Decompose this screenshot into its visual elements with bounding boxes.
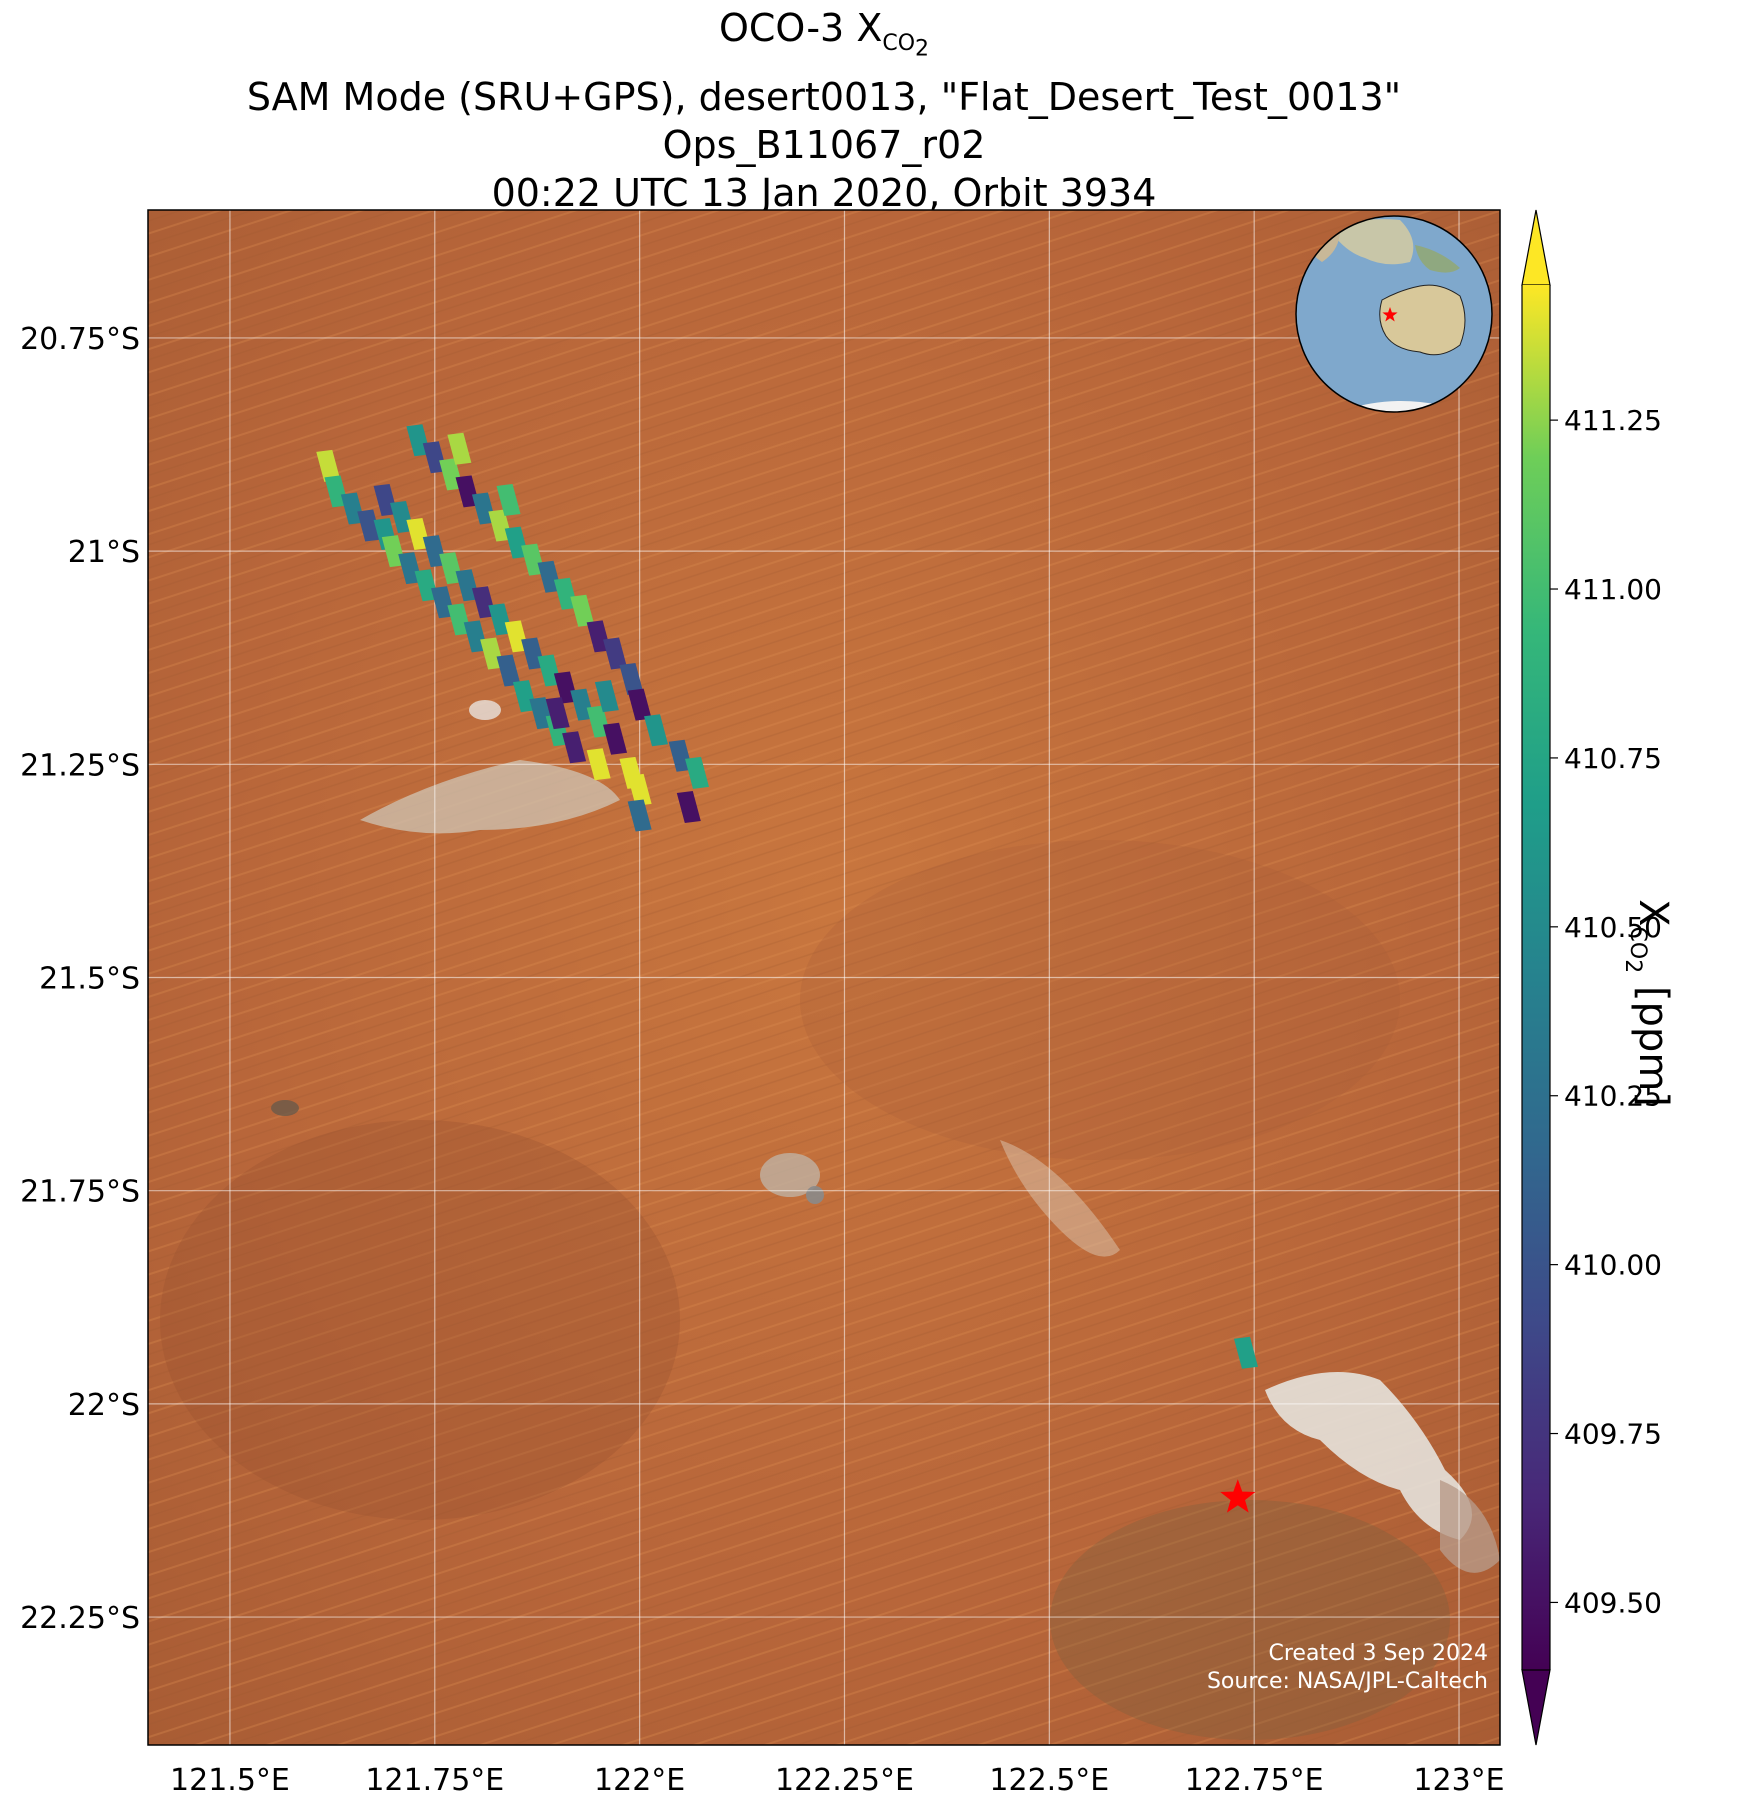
lon-tick-label: 122°E	[594, 1763, 685, 1798]
sounding	[676, 790, 701, 823]
lat-tick-label: 22°S	[68, 1388, 140, 1423]
colorbar: 411.25 411.00 410.75 410.50 410.25 410.00 409.…	[1521, 209, 1662, 1746]
colorbar-tick-label: 410.25	[1564, 1080, 1662, 1113]
longitude-tick-labels: 121.5°E 121.75°E 122°E 122.25°E 122.5°E 122.7…	[170, 1763, 1505, 1798]
lon-tick-label: 122.25°E	[775, 1763, 914, 1798]
sounding	[496, 654, 521, 687]
lat-tick-label: 21.5°S	[39, 962, 140, 997]
terrain-patch	[800, 840, 1400, 1160]
sounding	[316, 449, 341, 482]
globe-outline	[1295, 215, 1493, 413]
colorbar-tick-label: 410.50	[1564, 911, 1662, 944]
sounding	[570, 594, 595, 627]
sounding	[627, 688, 652, 721]
colorbar-tick-label: 410.75	[1564, 742, 1662, 775]
lon-tick-label: 121.5°E	[170, 1763, 290, 1798]
sounding	[496, 483, 521, 516]
globe-land-asia	[1330, 219, 1414, 265]
map-area	[148, 210, 1500, 1745]
sounding	[562, 731, 587, 764]
colorbar-tick-label: 409.75	[1564, 1418, 1662, 1451]
colorbar-gradient	[1522, 285, 1550, 1670]
sounding	[586, 748, 611, 781]
colorbar-tick-label: 411.00	[1564, 573, 1662, 606]
salt-flat	[469, 700, 501, 720]
title-line-2: SAM Mode (SRU+GPS), desert0013, "Flat_De…	[246, 74, 1402, 119]
mine-pit	[806, 1186, 824, 1204]
title-line-3: Ops_B11067_r02	[662, 122, 986, 167]
title-line-1: OCO-3 XCO2	[718, 6, 930, 61]
colorbar-tick-label: 409.50	[1564, 1586, 1662, 1619]
map-frame	[147, 209, 1501, 1746]
target-star-icon	[1220, 1479, 1256, 1513]
globe-icon	[1295, 215, 1493, 413]
sounding	[1233, 1336, 1258, 1369]
sounding	[603, 722, 628, 755]
lat-tick-label: 20.75°S	[20, 322, 140, 357]
credit-created: Created 3 Sep 2024	[1268, 1641, 1489, 1666]
salt-flat	[360, 760, 620, 834]
globe-land-islands	[1415, 245, 1460, 273]
globe-land-australia	[1379, 284, 1466, 356]
salt-lake-edge	[1440, 1480, 1500, 1573]
sounding	[627, 799, 652, 832]
colorbar-ticks: 411.25 411.00 410.75 410.50 410.25 410.00 409.…	[1550, 404, 1662, 1619]
sounding	[627, 773, 652, 806]
colorbar-extend-max	[1521, 209, 1551, 286]
lon-tick-label: 122.5°E	[989, 1763, 1109, 1798]
credit-source: Source: NASA/JPL-Caltech	[1206, 1669, 1488, 1694]
sounding	[545, 697, 570, 730]
sounding	[357, 509, 382, 542]
lat-tick-label: 21°S	[68, 535, 140, 570]
lat-tick-label: 22.25°S	[20, 1601, 140, 1636]
lat-tick-label: 21.75°S	[20, 1175, 140, 1210]
figure-title: OCO-3 XCO2 SAM Mode (SRU+GPS), desert001…	[148, 4, 1500, 217]
globe-target-star-icon	[1382, 307, 1398, 322]
sounding	[603, 637, 628, 670]
credit-text: Created 3 Sep 2024 Source: NASA/JPL-Calt…	[1207, 1640, 1488, 1696]
title-line-4: 00:22 UTC 13 Jan 2020, Orbit 3934	[491, 170, 1157, 215]
latitude-tick-labels: 20.75°S 21°S 21.25°S 21.5°S 21.75°S 22°S 22.25…	[20, 322, 140, 1636]
xco2-soundings	[316, 424, 1258, 1369]
lon-tick-label: 123°E	[1413, 1763, 1504, 1798]
terrain-patch	[160, 1120, 680, 1520]
colorbar-title: XCO2 [ppm]	[1619, 899, 1677, 1107]
sounding	[644, 714, 669, 747]
sounding	[684, 756, 709, 789]
pale-terrain	[1000, 1140, 1120, 1257]
colorbar-tick-label: 410.00	[1564, 1249, 1662, 1282]
terrain-patch	[1050, 1500, 1450, 1740]
lon-tick-label: 122.75°E	[1185, 1763, 1324, 1798]
colorbar-extend-min	[1521, 1669, 1551, 1746]
mine-site	[760, 1153, 820, 1197]
sounding	[447, 432, 472, 465]
salt-lake	[1265, 1372, 1472, 1540]
terrain-feature	[271, 1100, 299, 1116]
sounding	[594, 680, 619, 713]
colorbar-tick-label: 411.25	[1564, 404, 1662, 437]
sounding	[619, 663, 644, 696]
lat-tick-label: 21.25°S	[20, 748, 140, 783]
lon-tick-label: 121.75°E	[365, 1763, 504, 1798]
